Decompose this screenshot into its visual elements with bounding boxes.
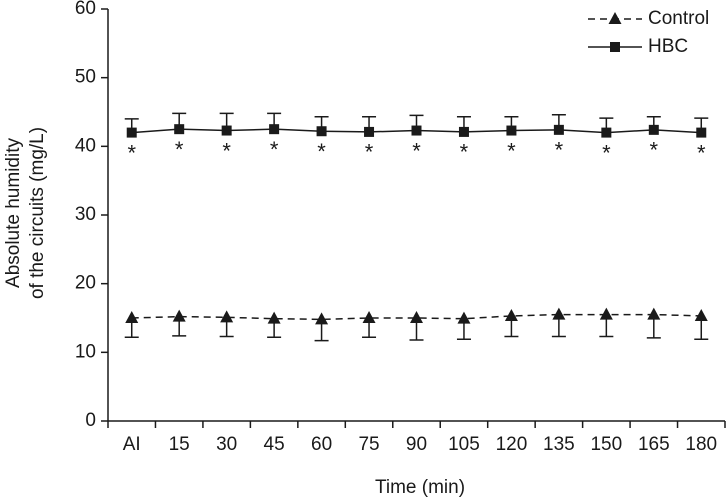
significance-label: * [697, 140, 706, 165]
significance-label: * [175, 137, 184, 162]
marker [220, 310, 234, 323]
marker [411, 125, 422, 136]
x-tick-label: 135 [543, 434, 575, 455]
significance-label: * [127, 140, 136, 165]
x-tick-label: 30 [216, 434, 237, 455]
marker [601, 127, 612, 138]
x-tick-label: 45 [264, 434, 285, 455]
marker [506, 125, 517, 136]
marker [458, 126, 469, 137]
significance-label: * [460, 140, 469, 165]
marker [694, 308, 708, 321]
marker [267, 311, 281, 324]
marker [315, 312, 329, 325]
y-axis-label: of the circuits (mg/L) [27, 127, 48, 299]
marker [599, 307, 613, 320]
marker [125, 311, 139, 323]
marker [362, 311, 376, 323]
legend-label: Control [648, 8, 709, 29]
marker [269, 124, 280, 135]
significance-label: * [602, 140, 611, 165]
marker [410, 311, 423, 323]
marker [647, 307, 661, 320]
x-tick-label: 150 [590, 434, 622, 455]
marker [221, 125, 232, 136]
marker [457, 311, 471, 324]
x-tick-label: 105 [448, 434, 480, 455]
significance-label: * [365, 140, 374, 165]
legend-label: HBC [648, 36, 688, 57]
x-tick-label: 60 [311, 434, 332, 455]
significance-label: * [650, 138, 659, 163]
x-tick-label: 75 [358, 434, 379, 455]
marker [126, 127, 137, 138]
legend-marker [608, 12, 622, 24]
significance-label: * [555, 138, 564, 163]
marker [696, 127, 707, 138]
significance-label: * [222, 138, 231, 163]
x-tick-label: 90 [406, 434, 427, 455]
y-tick-label: 60 [75, 0, 96, 19]
marker [172, 309, 186, 322]
marker [174, 124, 185, 135]
significance-label: * [270, 137, 279, 162]
y-tick-label: 40 [75, 135, 96, 156]
y-axis-label: Absolute humidity [3, 138, 24, 288]
x-tick-label: 180 [685, 434, 717, 455]
legend-marker [610, 42, 620, 52]
y-tick-label: 20 [75, 273, 96, 294]
x-tick-label: AI [123, 434, 141, 455]
y-tick-label: 0 [85, 410, 96, 431]
y-tick-label: 30 [75, 204, 96, 225]
y-tick-label: 10 [75, 341, 96, 362]
marker [552, 307, 566, 320]
marker [648, 124, 659, 135]
significance-label: * [507, 138, 516, 163]
significance-label: * [317, 139, 326, 164]
marker [316, 126, 327, 137]
x-tick-label: 165 [638, 434, 670, 455]
x-axis-label: Time (min) [375, 477, 465, 498]
marker [504, 308, 518, 321]
significance-label: * [412, 138, 421, 163]
y-tick-label: 50 [75, 67, 96, 88]
marker [364, 126, 375, 137]
marker [553, 124, 564, 135]
x-tick-label: 120 [496, 434, 528, 455]
x-tick-label: 15 [169, 434, 190, 455]
